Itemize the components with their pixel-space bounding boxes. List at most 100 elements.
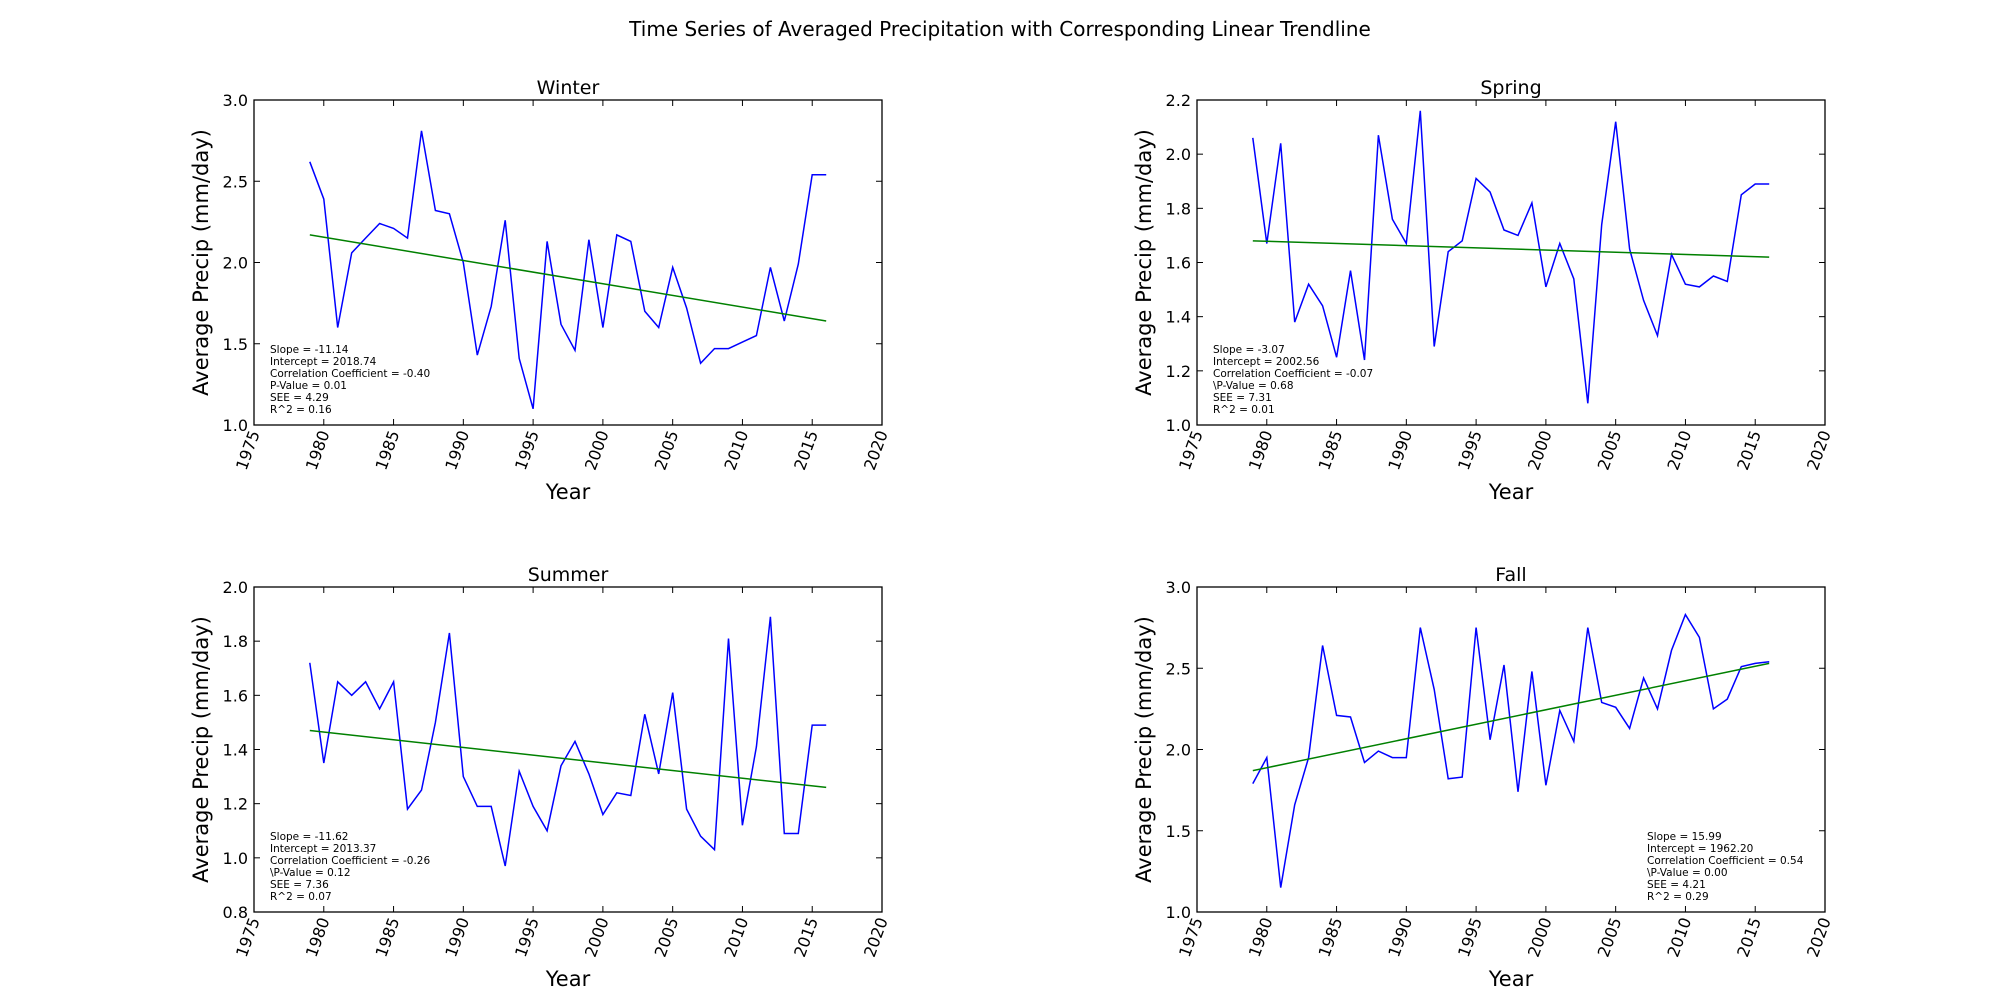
y-tick-label: 2.2 (1166, 91, 1191, 110)
x-tick-label: 2005 (1594, 428, 1626, 473)
x-tick-label: 2015 (1733, 915, 1765, 960)
x-tick-label: 2000 (1524, 428, 1556, 473)
y-tick-label: 1.5 (1166, 822, 1191, 841)
regression-stats: Slope = -11.62 Intercept = 2013.37 Correla… (270, 831, 430, 903)
x-tick-label: 2015 (790, 915, 822, 960)
x-tick-label: 1995 (1454, 428, 1486, 473)
x-tick-label: 1985 (372, 428, 404, 473)
subplot-title: Fall (1495, 564, 1526, 586)
y-tick-label: 1.0 (223, 416, 248, 435)
y-axis-label: Average Precip (mm/day) (189, 129, 213, 396)
stat-line: Correlation Coefficient = -0.07 (1213, 368, 1373, 380)
subplot-title: Winter (537, 77, 600, 99)
x-tick-label: 1985 (1315, 915, 1347, 960)
y-tick-label: 1.0 (1166, 416, 1191, 435)
y-tick-label: 1.6 (223, 686, 248, 705)
x-tick-label: 2020 (1803, 915, 1835, 960)
precip-series-line (309, 616, 827, 867)
x-tick-label: 1990 (441, 428, 473, 473)
stat-line: Intercept = 2018.74 (270, 356, 377, 368)
x-tick-label: 2010 (1663, 915, 1695, 960)
y-tick-label: 2.0 (223, 254, 248, 273)
stat-line: Intercept = 2013.37 (270, 843, 376, 855)
y-tick-label: 1.0 (1166, 903, 1191, 922)
subplot-title: Spring (1480, 77, 1541, 99)
x-tick-label: 2015 (790, 428, 822, 473)
x-tick-label: 1995 (1454, 915, 1486, 960)
y-tick-label: 1.8 (1166, 199, 1191, 218)
stat-line: SEE = 7.36 (270, 879, 329, 891)
y-axis-label: Average Precip (mm/day) (1132, 129, 1156, 396)
x-tick-label: 1990 (441, 915, 473, 960)
y-tick-label: 0.8 (223, 903, 248, 922)
x-tick-label: 1995 (511, 428, 543, 473)
stat-line: R^2 = 0.01 (1213, 404, 1275, 416)
stat-line: \P-Value = 0.12 (270, 867, 351, 879)
x-tick-label: 2010 (720, 915, 752, 960)
precip-series-line (309, 130, 827, 409)
regression-stats: Slope = -3.07 Intercept = 2002.56 Correlat… (1213, 344, 1373, 416)
plot-frame (1196, 586, 1826, 913)
plot-frame (253, 99, 883, 426)
stat-line: \P-Value = 0.00 (1647, 867, 1728, 879)
y-tick-label: 1.6 (1166, 254, 1191, 273)
y-tick-label: 2.0 (223, 578, 248, 597)
x-tick-label: 2005 (651, 915, 683, 960)
stat-line: Intercept = 1962.20 (1647, 843, 1753, 855)
x-tick-label: 2005 (1594, 915, 1626, 960)
x-axis-label: Year (1488, 967, 1534, 991)
x-tick-label: 1985 (1315, 428, 1347, 473)
figure-title: Time Series of Averaged Precipitation wi… (628, 17, 1371, 41)
trend-line (1252, 240, 1770, 258)
y-tick-label: 1.4 (223, 741, 248, 760)
x-tick-label: 2015 (1733, 428, 1765, 473)
stat-line: Slope = -11.14 (270, 344, 349, 356)
stat-line: R^2 = 0.29 (1647, 891, 1709, 903)
trend-line (309, 729, 827, 789)
stat-line: SEE = 4.21 (1647, 879, 1706, 891)
x-tick-label: 1995 (511, 915, 543, 960)
stat-line: Correlation Coefficient = -0.40 (270, 368, 430, 380)
y-tick-label: 1.2 (223, 795, 248, 814)
y-axis-label: Average Precip (mm/day) (189, 616, 213, 883)
x-tick-label: 1990 (1384, 915, 1416, 960)
trend-line (1252, 662, 1770, 772)
x-tick-label: 2010 (1663, 428, 1695, 473)
stat-line: SEE = 4.29 (270, 392, 329, 404)
stat-line: SEE = 7.31 (1213, 392, 1272, 404)
y-tick-label: 1.4 (1166, 308, 1191, 327)
x-axis-label: Year (1488, 480, 1534, 504)
y-tick-label: 2.0 (1166, 741, 1191, 760)
stat-line: Slope = -3.07 (1213, 344, 1285, 356)
plot-frame (253, 586, 883, 913)
y-tick-label: 2.5 (223, 172, 248, 191)
y-tick-label: 1.5 (223, 335, 248, 354)
y-tick-label: 1.0 (223, 849, 248, 868)
stat-line: Intercept = 2002.56 (1213, 356, 1320, 368)
y-tick-label: 3.0 (1166, 578, 1191, 597)
y-tick-label: 1.8 (223, 632, 248, 651)
x-tick-label: 2000 (1524, 915, 1556, 960)
x-tick-label: 1990 (1384, 428, 1416, 473)
x-axis-label: Year (545, 480, 591, 504)
y-axis-label: Average Precip (mm/day) (1132, 616, 1156, 883)
stat-line: Correlation Coefficient = -0.26 (270, 855, 430, 867)
x-tick-label: 1980 (302, 428, 334, 473)
x-tick-label: 2020 (860, 915, 892, 960)
precip-series-line (1252, 612, 1770, 888)
stat-line: \P-Value = 0.68 (1213, 380, 1294, 392)
plot-frame (1196, 99, 1826, 426)
stat-line: Slope = 15.99 (1647, 831, 1722, 843)
regression-stats: Slope = -11.14 Intercept = 2018.74 Correla… (270, 344, 430, 416)
x-tick-label: 1980 (1245, 428, 1277, 473)
x-tick-label: 2005 (651, 428, 683, 473)
regression-stats: Slope = 15.99 Intercept = 1962.20 Correlat… (1647, 831, 1804, 903)
subplot-title: Summer (528, 564, 609, 586)
x-tick-label: 2020 (860, 428, 892, 473)
stat-line: R^2 = 0.16 (270, 404, 332, 416)
y-tick-label: 3.0 (223, 91, 248, 110)
